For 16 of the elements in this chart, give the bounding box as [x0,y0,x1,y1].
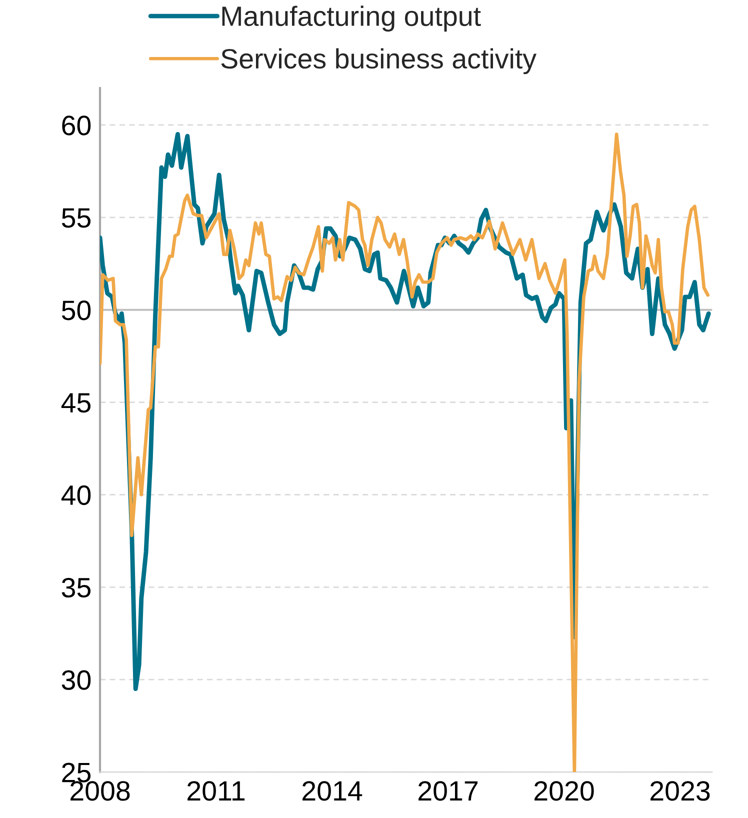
legend-label: Manufacturing output [222,6,481,32]
y-tick-label: 35 [62,578,91,598]
x-tick-label: 2023 [650,781,710,801]
x-tick-label: 2011 [188,781,245,801]
y-tick-label: 40 [61,485,91,506]
x-tick-label: 2020 [534,781,594,801]
y-tick-label: 45 [61,393,91,413]
y-tick-label: 55 [62,208,91,228]
y-tick-label: 60 [62,116,91,136]
y-tick-label: 30 [62,670,91,690]
x-tick-label: 2017 [418,781,478,801]
y-tick-label: 25 [62,762,91,782]
x-tick-label: 2014 [302,781,362,801]
y-tick-label: 50 [62,300,91,320]
legend-label: Services business activity [221,48,536,74]
x-tick-label: 2008 [70,781,130,801]
